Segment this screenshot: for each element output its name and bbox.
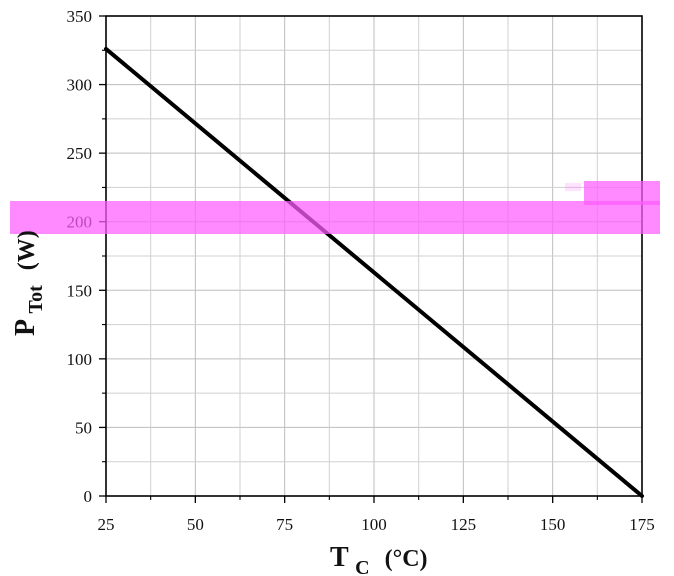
y-axis-title-unit: (W) <box>14 230 40 270</box>
data-series-line <box>104 46 644 498</box>
y-tick-label: 250 <box>67 144 93 163</box>
tick-label-layer: 255075100125150175050100150200250300350 <box>67 7 655 534</box>
x-tick-label: 25 <box>98 515 115 534</box>
y-tick-label: 150 <box>67 281 93 300</box>
overlay-layer <box>10 181 660 234</box>
redaction-band-side <box>584 181 660 205</box>
redaction-ghost-patch <box>565 183 581 191</box>
x-axis-title: T C (°C) <box>330 542 428 576</box>
y-axis-title-main: P <box>10 319 41 336</box>
x-tick-label: 175 <box>629 515 655 534</box>
x-axis-title-unit: (°C) <box>385 546 428 572</box>
y-axis-title-sub: Tot <box>25 285 47 314</box>
x-tick-label: 125 <box>451 515 477 534</box>
y-tick-label: 100 <box>67 350 93 369</box>
y-tick-label: 350 <box>67 7 93 26</box>
y-axis-title: P Tot (W) <box>10 230 49 336</box>
x-tick-label: 100 <box>361 515 387 534</box>
x-tick-label: 50 <box>187 515 204 534</box>
series-layer <box>104 46 644 498</box>
x-axis-title-sub: C <box>355 557 369 576</box>
x-tick-label: 75 <box>276 515 293 534</box>
minor-grid-layer <box>106 16 642 496</box>
y-tick-label: 50 <box>75 418 92 437</box>
y-tick-label: 300 <box>67 76 93 95</box>
x-tick-label: 150 <box>540 515 566 534</box>
redaction-band-main <box>10 201 660 234</box>
y-tick-label: 0 <box>84 487 93 506</box>
x-axis-title-main: T <box>330 542 349 573</box>
